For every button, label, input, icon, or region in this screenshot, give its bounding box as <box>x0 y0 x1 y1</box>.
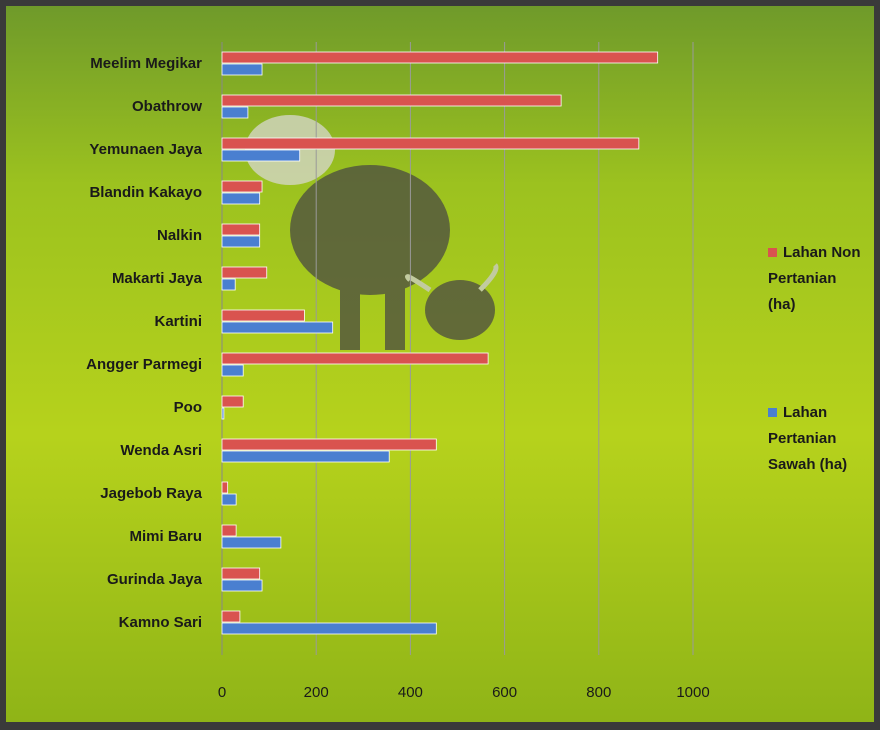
bar <box>221 407 225 420</box>
bar <box>221 364 244 377</box>
bar <box>221 192 261 205</box>
y-tick-label: Nalkin <box>157 227 202 244</box>
legend-swatch <box>768 408 777 417</box>
bar <box>221 51 659 64</box>
bar <box>221 438 437 451</box>
bar <box>221 106 249 119</box>
bar <box>221 610 241 623</box>
legend-entry: Lahan Pertanian Sawah (ha) <box>768 400 868 478</box>
y-tick-label: Wenda Asri <box>120 442 202 459</box>
bar <box>221 180 263 193</box>
y-tick-label: Blandin Kakayo <box>89 184 202 201</box>
bar <box>221 622 437 635</box>
bar <box>221 536 282 549</box>
bar <box>221 235 261 248</box>
bar <box>221 137 640 150</box>
legend-label: Lahan Pertanian Sawah (ha) <box>768 404 848 473</box>
bar <box>221 395 244 408</box>
x-tick-label: 400 <box>398 684 423 701</box>
y-tick-label: Kartini <box>154 313 202 330</box>
y-tick-label: Gurinda Jaya <box>107 571 203 588</box>
bar <box>221 524 237 537</box>
bar <box>221 309 305 322</box>
bar <box>221 493 237 506</box>
x-tick-label: 600 <box>492 684 517 701</box>
bar <box>221 579 263 592</box>
x-tick-label: 1000 <box>676 684 709 701</box>
bar <box>221 266 268 279</box>
y-tick-label: Poo <box>174 399 202 416</box>
x-tick-label: 200 <box>304 684 329 701</box>
y-tick-label: Yemunaen Jaya <box>89 141 202 158</box>
y-tick-label: Angger Parmegi <box>86 356 202 373</box>
bar <box>221 149 301 162</box>
x-tick-label: 800 <box>586 684 611 701</box>
bar <box>221 321 334 334</box>
x-tick-label: 0 <box>218 684 226 701</box>
bar <box>221 94 562 107</box>
bar <box>221 352 489 365</box>
y-tick-label: Meelim Megikar <box>90 55 202 72</box>
bar <box>221 63 263 76</box>
legend-label: Lahan Non Pertanian (ha) <box>768 244 861 313</box>
bar <box>221 567 261 580</box>
y-tick-label: Kamno Sari <box>119 614 202 631</box>
bar <box>221 223 261 236</box>
y-tick-label: Jagebob Raya <box>100 485 202 502</box>
legend-entry: Lahan Non Pertanian (ha) <box>768 240 868 318</box>
bar <box>221 481 229 494</box>
y-tick-label: Mimi Baru <box>129 528 202 545</box>
bar <box>221 278 236 291</box>
legend-swatch <box>768 248 777 257</box>
y-tick-label: Obathrow <box>132 98 202 115</box>
y-tick-label: Makarti Jaya <box>112 270 203 287</box>
bar <box>221 450 390 463</box>
